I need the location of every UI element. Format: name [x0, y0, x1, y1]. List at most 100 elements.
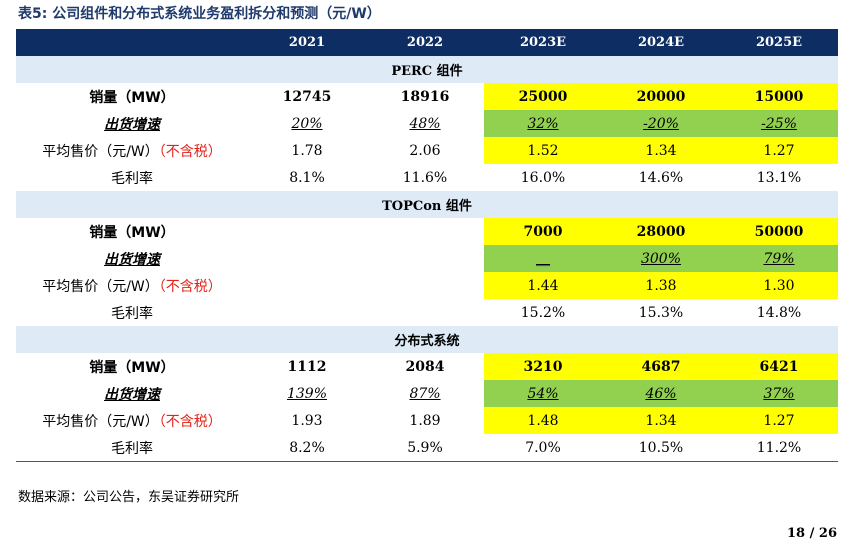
- row-price: 平均售价（元/W）（不含税） 1.93 1.89 1.48 1.34 1.27: [16, 407, 838, 434]
- cell-margin: 8.2%: [248, 434, 366, 462]
- cell-price: 2.06: [409, 142, 441, 159]
- cell-growth: -20%: [602, 110, 720, 137]
- cell-price: 1.93: [291, 412, 323, 429]
- row-label: 销量（MW）: [16, 353, 248, 380]
- tax-note: （不含税）: [158, 413, 222, 430]
- row-label: 平均售价（元/W）（不含税）: [16, 137, 248, 164]
- cell-margin: 10.5%: [602, 434, 720, 462]
- cell-sales: 50000: [720, 218, 838, 245]
- tax-note: （不含税）: [158, 278, 222, 295]
- table-caption: 表5: 公司组件和分布式系统业务盈利拆分和预测（元/W）: [18, 6, 381, 22]
- cell-sales: [248, 218, 366, 245]
- cell-price: 1.52: [484, 137, 602, 164]
- growth-label: 出货增速: [104, 116, 160, 133]
- sales-label: 销量（MW）: [89, 89, 175, 106]
- row-margin: 毛利率 8.1% 11.6% 16.0% 14.6% 13.1%: [16, 164, 838, 191]
- cell-growth: 79%: [720, 245, 838, 272]
- cell-margin: 5.9%: [366, 434, 484, 462]
- row-sales: 销量（MW） 12745 18916 25000 20000 15000: [16, 83, 838, 110]
- page-number: 18 / 26: [787, 526, 837, 541]
- section-row: PERC 组件: [16, 56, 838, 83]
- cell-growth: [248, 245, 366, 272]
- margin-label: 毛利率: [111, 170, 153, 187]
- tax-note: （不含税）: [158, 143, 222, 160]
- cell-price: 1.34: [602, 137, 720, 164]
- section-row: 分布式系统: [16, 326, 838, 353]
- header-year: 2025E: [720, 29, 838, 56]
- row-price: 平均售价（元/W）（不含税） 1.78 2.06 1.52 1.34 1.27: [16, 137, 838, 164]
- cell-growth: 87%: [409, 385, 441, 402]
- row-growth: 出货增速 __ 300% 79%: [16, 245, 838, 272]
- growth-label: 出货增速: [104, 251, 160, 268]
- cell-growth: 20%: [291, 115, 323, 132]
- data-source: 数据来源：公司公告，东吴证券研究所: [18, 490, 240, 505]
- cell-margin: 11.2%: [720, 434, 838, 462]
- cell-sales: 1112: [287, 358, 327, 375]
- price-label: 平均售价（元/W）: [42, 143, 159, 160]
- cell-growth: 32%: [484, 110, 602, 137]
- header-year: 2024E: [602, 29, 720, 56]
- header-year: 2023E: [484, 29, 602, 56]
- row-margin: 毛利率 8.2% 5.9% 7.0% 10.5% 11.2%: [16, 434, 838, 462]
- row-sales: 销量（MW） 7000 28000 50000: [16, 218, 838, 245]
- cell-price: 1.27: [720, 407, 838, 434]
- cell-sales: 28000: [602, 218, 720, 245]
- row-label: 平均售价（元/W）（不含税）: [16, 407, 248, 434]
- cell-price: 1.48: [484, 407, 602, 434]
- cell-sales: 12745: [282, 88, 332, 105]
- cell-margin: 13.1%: [756, 169, 802, 186]
- sales-label: 销量（MW）: [89, 224, 175, 241]
- row-label: 毛利率: [16, 299, 248, 326]
- cell-sales: 18916: [400, 88, 450, 105]
- row-label: 销量（MW）: [16, 83, 248, 110]
- row-label: 出货增速: [16, 110, 248, 137]
- cell-margin: 15.2%: [520, 304, 566, 321]
- section-title: PERC 组件: [16, 56, 838, 83]
- header-year: 2021: [248, 29, 366, 56]
- cell-price: 1.34: [602, 407, 720, 434]
- cell-growth: 46%: [602, 380, 720, 407]
- margin-label: 毛利率: [111, 440, 153, 457]
- cell-margin: [248, 299, 366, 326]
- cell-growth: [366, 245, 484, 272]
- cell-price: 1.27: [720, 137, 838, 164]
- row-label: 平均售价（元/W）（不含税）: [16, 272, 248, 299]
- cell-margin: 16.0%: [520, 169, 566, 186]
- cell-margin: 8.1%: [289, 169, 325, 186]
- cell-sales: 20000: [602, 83, 720, 110]
- section-title: TOPCon 组件: [16, 191, 838, 218]
- row-growth: 出货增速 139% 87% 54% 46% 37%: [16, 380, 838, 407]
- cell-growth: 54%: [484, 380, 602, 407]
- row-label: 毛利率: [16, 434, 248, 462]
- cell-margin: [366, 299, 484, 326]
- cell-price: 1.38: [602, 272, 720, 299]
- cell-margin: 11.6%: [402, 169, 448, 186]
- cell-growth: __: [484, 245, 602, 272]
- cell-margin: 7.0%: [484, 434, 602, 462]
- cell-sales: 7000: [484, 218, 602, 245]
- row-price: 平均售价（元/W）（不含税） 1.44 1.38 1.30: [16, 272, 838, 299]
- row-label: 毛利率: [16, 164, 248, 191]
- margin-label: 毛利率: [111, 305, 153, 322]
- cell-sales: [366, 218, 484, 245]
- row-margin: 毛利率 15.2% 15.3% 14.8%: [16, 299, 838, 326]
- cell-price: 1.30: [720, 272, 838, 299]
- cell-price: [248, 272, 366, 299]
- header-blank: [16, 29, 248, 56]
- cell-sales: 2084: [405, 358, 445, 375]
- row-label: 出货增速: [16, 245, 248, 272]
- row-label: 销量（MW）: [16, 218, 248, 245]
- cell-margin: 15.3%: [638, 304, 684, 321]
- cell-price: 1.44: [484, 272, 602, 299]
- cell-margin: 14.8%: [756, 304, 802, 321]
- price-label: 平均售价（元/W）: [42, 278, 159, 295]
- cell-price: [366, 272, 484, 299]
- row-growth: 出货增速 20% 48% 32% -20% -25%: [16, 110, 838, 137]
- cell-growth: 37%: [720, 380, 838, 407]
- section-row: TOPCon 组件: [16, 191, 838, 218]
- cell-sales: 3210: [484, 353, 602, 380]
- cell-growth: 139%: [286, 385, 328, 402]
- cell-price: 1.89: [409, 412, 441, 429]
- growth-label: 出货增速: [104, 386, 160, 403]
- cell-growth: -25%: [720, 110, 838, 137]
